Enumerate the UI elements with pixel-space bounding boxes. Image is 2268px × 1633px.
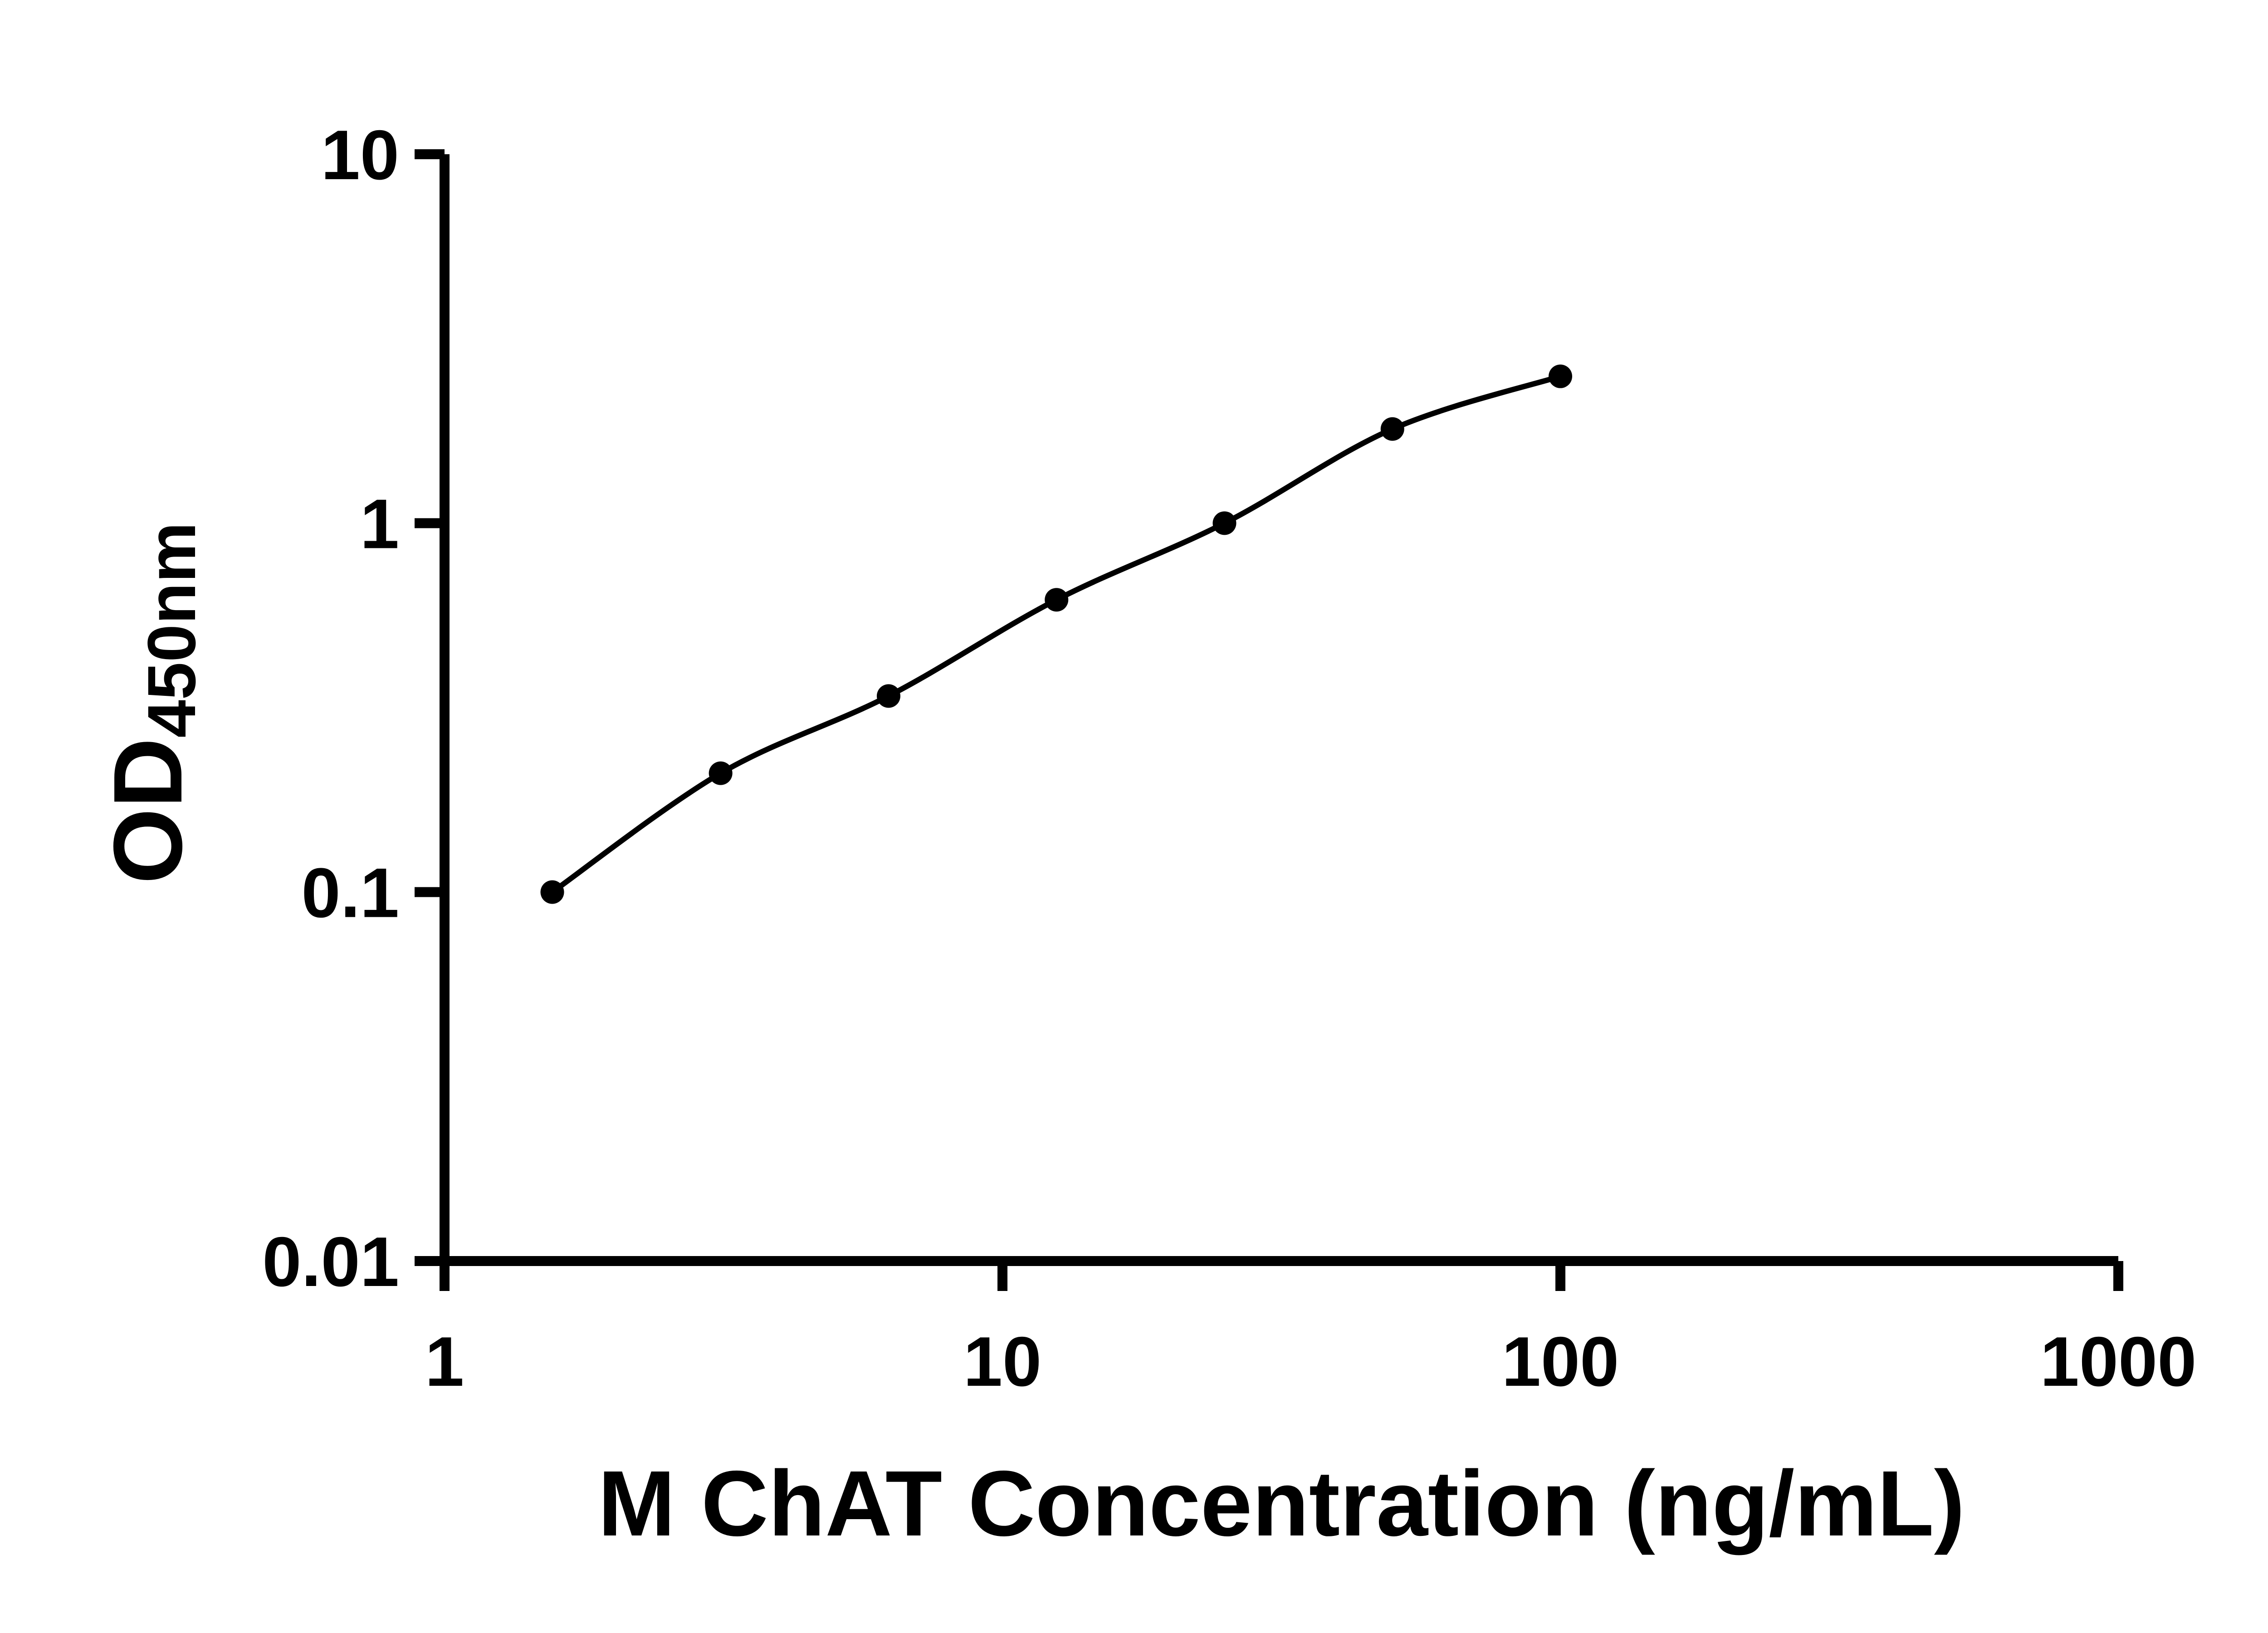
data-series [540,364,1572,904]
standard-curve-line [551,373,1561,895]
data-point-marker [1212,511,1237,535]
axes: 1 10 100 1000 0.01 0.1 1 10 [262,116,2196,1401]
y-axis-title-sub: 450nm [133,522,210,738]
y-tick-label: 0.1 [302,854,399,932]
y-tick-label: 10 [321,116,399,194]
y-tick-label: 1 [360,484,399,563]
y-axis-title-main: OD [93,738,202,884]
x-tick-label: 100 [1502,1322,1619,1401]
data-point-marker [1549,364,1572,388]
y-axis-title: OD450nm [93,522,210,884]
svg-text:OD450nm: OD450nm [93,522,210,884]
x-tick-label: 1000 [2040,1322,2197,1401]
data-point-marker [709,761,733,785]
data-point-marker [1380,417,1404,441]
data-point-marker [876,684,900,708]
x-tick-label: 1 [425,1322,464,1401]
x-axis-title: M ChAT Concentration (ng/mL) [598,1452,1965,1555]
data-point-marker [1045,588,1069,612]
axis-spine [440,154,2118,1266]
x-tick-label: 10 [963,1322,1041,1401]
data-point-marker [540,880,564,904]
y-tick-label: 0.01 [262,1222,399,1301]
